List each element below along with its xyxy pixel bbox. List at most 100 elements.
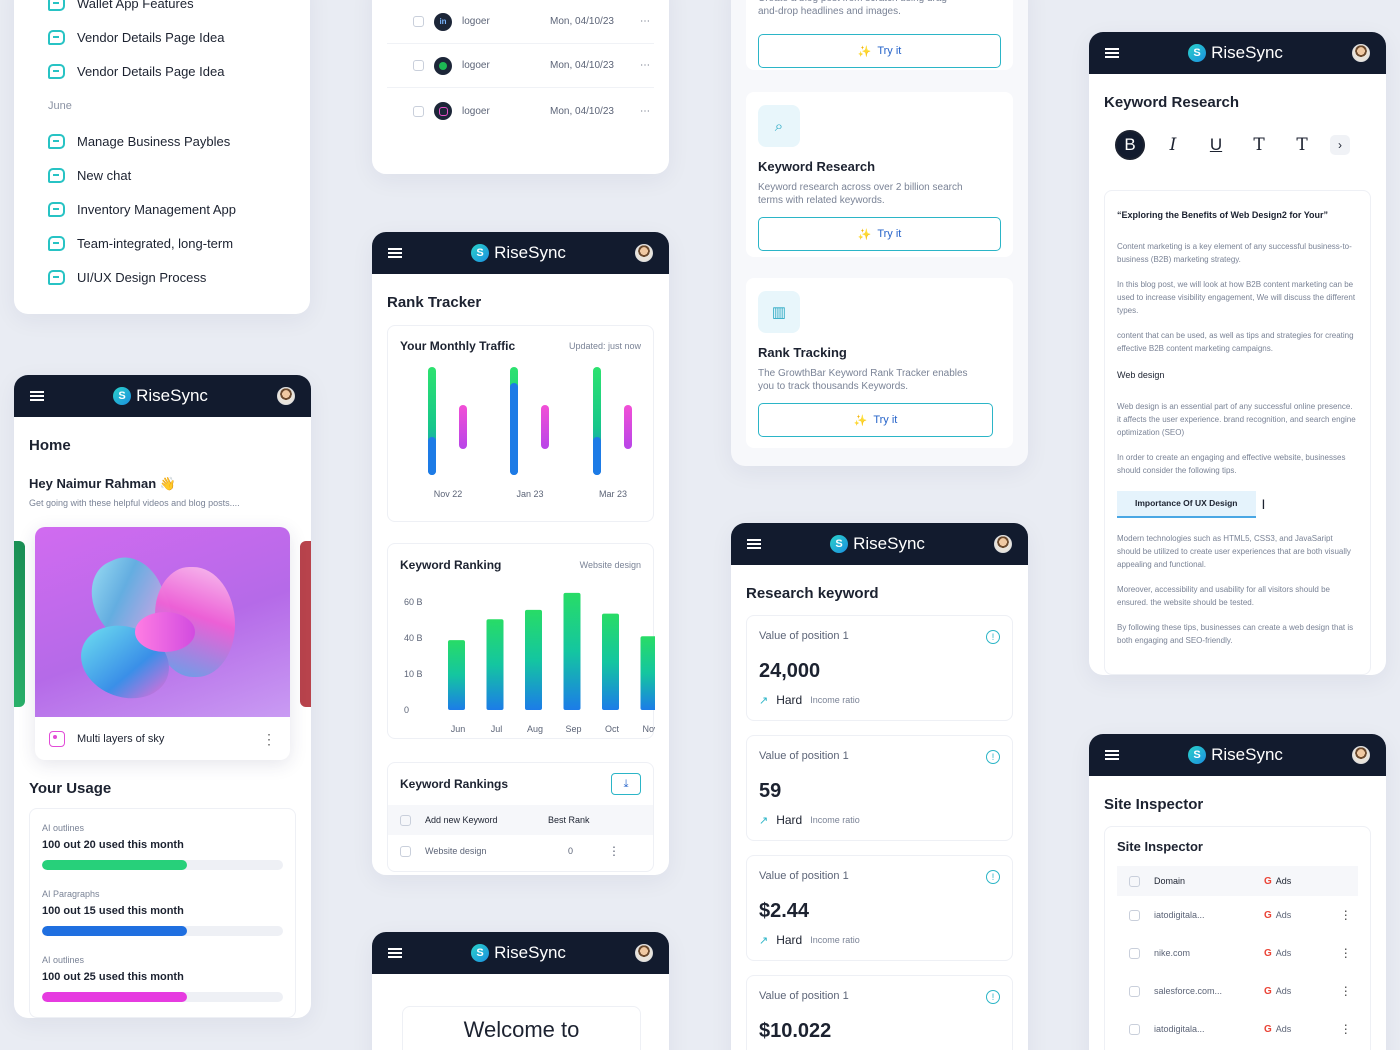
try-it-button[interactable]: ✨ Try it (758, 217, 1001, 251)
avatar[interactable] (635, 944, 653, 962)
metric-label: Value of position 1 (759, 870, 849, 882)
doc-subheading: Web design (1117, 370, 1165, 380)
chat-group-label: June (48, 100, 72, 112)
info-icon[interactable]: ! (986, 630, 1000, 644)
try-it-button[interactable]: ✨ Try it (758, 403, 993, 437)
instagram-icon (434, 102, 452, 120)
more-icon[interactable]: ⋯ (640, 105, 650, 117)
row-checkbox[interactable] (1129, 985, 1140, 997)
chat-icon (48, 201, 65, 217)
rank-tracker-screen: S RiseSync Rank Tracker Your Monthly Traf… (372, 232, 669, 875)
table-row[interactable]: salesforce.com... G Ads ⋮ (1117, 972, 1358, 1010)
row-checkbox[interactable] (413, 105, 424, 117)
table-row[interactable]: iatodigitala... G Ads ⋮ (1117, 1010, 1358, 1048)
avatar[interactable] (635, 244, 653, 262)
brand: S RiseSync (471, 243, 566, 263)
table-row[interactable]: iatodigitala... G Ads ⋮ (1117, 896, 1358, 934)
chat-item[interactable]: Vendor Details Page Idea (48, 54, 310, 88)
carousel-prev-peek[interactable] (14, 541, 25, 707)
menu-icon[interactable] (1105, 750, 1119, 760)
media-card[interactable]: Multi layers of sky ⋮ (35, 527, 290, 760)
metric-card: Value of position 1! $10.022 ↗HardIncome… (746, 975, 1013, 1050)
try-it-button[interactable]: ✨ Try it (758, 34, 1001, 68)
more-icon[interactable]: ⋯ (640, 16, 650, 27)
more-vertical-icon[interactable]: ⋮ (1339, 1022, 1352, 1036)
more-vertical-icon[interactable]: ⋮ (1339, 908, 1352, 922)
avatar[interactable] (1352, 746, 1370, 764)
site-inspector-screen: S RiseSync Site Inspector Site Inspector … (1089, 734, 1386, 1050)
info-icon[interactable]: ! (986, 750, 1000, 764)
more-vertical-icon[interactable]: ⋮ (1339, 946, 1352, 960)
usage-item: AI Paragraphs 100 out 15 used this month (42, 889, 283, 955)
feature-title: Keyword Research (758, 159, 876, 174)
text-size-button[interactable]: T (1296, 135, 1308, 155)
chat-item[interactable]: New chat (48, 158, 310, 192)
menu-icon[interactable] (1105, 48, 1119, 58)
bold-button[interactable]: B (1115, 130, 1145, 160)
chat-icon (48, 63, 65, 79)
more-vertical-icon[interactable]: ⋮ (608, 844, 620, 858)
chat-item[interactable]: UI/UX Design Process (48, 260, 310, 294)
menu-icon[interactable] (747, 539, 761, 549)
chat-item[interactable]: Manage Business Paybles (48, 124, 310, 158)
table-row[interactable]: Website design 0 ⋮ (388, 835, 653, 867)
row-checkbox[interactable] (413, 16, 424, 27)
log-row[interactable]: logoer Mon, 04/10/23 ⋯ (387, 88, 654, 134)
menu-icon[interactable] (30, 391, 44, 401)
table-row[interactable]: nike.com G Ads ⋮ (1117, 934, 1358, 972)
select-all-checkbox[interactable] (1129, 875, 1140, 887)
carousel-next-peek[interactable] (300, 541, 311, 707)
menu-icon[interactable] (388, 948, 402, 958)
chat-item[interactable]: Wallet App Features (48, 0, 310, 20)
italic-button[interactable]: I (1169, 135, 1177, 155)
ranking-chart: 0 10 B 40 B 60 B Jun Jul Aug Sep Oct Nov (404, 592, 655, 734)
usage-item: AI outlines 100 out 25 used this month (42, 955, 283, 1002)
formatting-toolbar: B I U T T › (1115, 130, 1350, 160)
brand: S RiseSync (830, 534, 925, 554)
row-checkbox[interactable] (413, 60, 424, 71)
more-icon[interactable]: ⋯ (640, 60, 650, 71)
chat-icon (48, 235, 65, 251)
info-icon[interactable]: ! (986, 990, 1000, 1004)
chat-icon (48, 133, 65, 149)
chat-item[interactable]: Inventory Management App (48, 192, 310, 226)
chat-item[interactable]: Team-integrated, long-term (48, 226, 310, 260)
page-title: Home (29, 437, 71, 454)
select-all-checkbox[interactable] (400, 814, 411, 826)
chat-icon (48, 167, 65, 183)
metric-label: Value of position 1 (759, 990, 849, 1002)
avatar[interactable] (994, 535, 1012, 553)
log-row[interactable]: in logoer Mon, 04/10/23 ⋯ (387, 0, 654, 44)
menu-icon[interactable] (388, 248, 402, 258)
row-checkbox[interactable] (400, 845, 411, 857)
row-checkbox[interactable] (1129, 1023, 1140, 1035)
more-vertical-icon[interactable]: ⋮ (262, 730, 276, 747)
wave-emoji: 👋 (159, 476, 176, 491)
chat-item[interactable]: Vendor Details Page Idea (48, 20, 310, 54)
app-header: S RiseSync (731, 523, 1028, 565)
download-icon[interactable]: ⤓ (611, 773, 641, 795)
chevron-right-icon[interactable]: › (1330, 135, 1350, 155)
google-icon: G (1264, 875, 1272, 887)
metric-value: $2.44 (759, 900, 810, 922)
selected-text[interactable]: Importance Of UX Design (1117, 491, 1256, 518)
traffic-bar (459, 405, 467, 449)
google-icon: G (1264, 947, 1272, 959)
ratio-label: Income ratio (810, 815, 860, 825)
metric-card: Value of position 1! $2.44 ↗ Hard Income r… (746, 855, 1013, 961)
row-checkbox[interactable] (1129, 947, 1140, 959)
log-row[interactable]: logoer Mon, 04/10/23 ⋯ (387, 44, 654, 88)
x-tick-label: Jan 23 (516, 489, 543, 499)
x-tick-label: Oct (605, 724, 620, 734)
editor-body[interactable]: “Exploring the Benefits of Web Design2 f… (1104, 190, 1371, 675)
ranking-filter[interactable]: Website design (579, 560, 641, 570)
magic-wand-icon: ✨ (857, 228, 872, 241)
underline-button[interactable]: U (1209, 135, 1223, 154)
research-keyword-screen: S RiseSync Research keyword Value of posi… (731, 523, 1028, 1050)
row-checkbox[interactable] (1129, 909, 1140, 921)
more-vertical-icon[interactable]: ⋮ (1339, 984, 1352, 998)
avatar[interactable] (277, 387, 295, 405)
text-style-button[interactable]: T (1253, 135, 1265, 155)
avatar[interactable] (1352, 44, 1370, 62)
info-icon[interactable]: ! (986, 870, 1000, 884)
